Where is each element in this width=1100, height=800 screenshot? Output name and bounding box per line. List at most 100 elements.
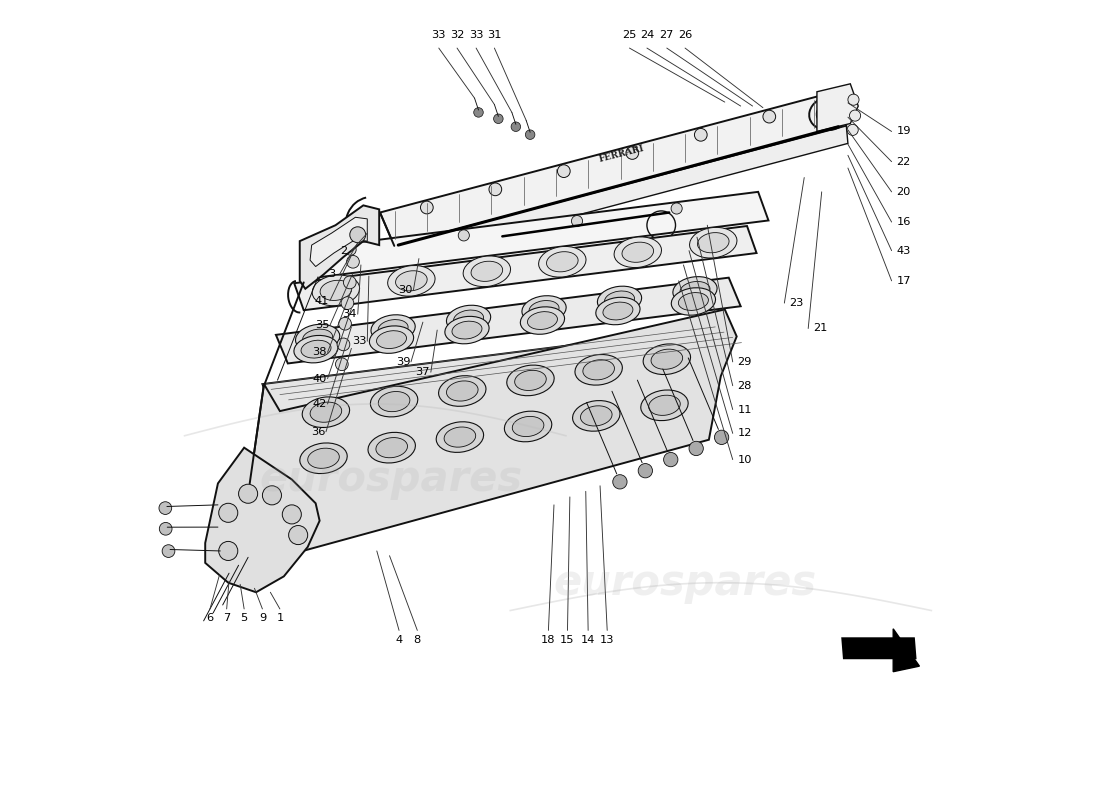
Polygon shape	[893, 629, 920, 672]
Circle shape	[494, 114, 503, 123]
Ellipse shape	[605, 291, 635, 309]
Circle shape	[219, 542, 238, 561]
Text: 20: 20	[896, 187, 911, 197]
Ellipse shape	[310, 402, 342, 422]
Ellipse shape	[376, 438, 407, 458]
Text: 33: 33	[469, 30, 483, 39]
Text: 9: 9	[258, 614, 266, 623]
Ellipse shape	[302, 329, 332, 347]
Circle shape	[459, 230, 470, 241]
Ellipse shape	[505, 411, 552, 442]
Ellipse shape	[596, 298, 640, 325]
Circle shape	[420, 201, 433, 214]
Ellipse shape	[371, 386, 418, 417]
Text: 25: 25	[623, 30, 637, 39]
Text: 42: 42	[312, 399, 327, 409]
Ellipse shape	[301, 340, 331, 358]
Ellipse shape	[513, 417, 543, 437]
Text: 1: 1	[276, 614, 284, 623]
Text: 37: 37	[416, 367, 430, 377]
Ellipse shape	[547, 252, 579, 272]
Polygon shape	[263, 327, 726, 413]
Circle shape	[337, 338, 350, 350]
Circle shape	[638, 463, 652, 478]
Ellipse shape	[302, 397, 350, 427]
Circle shape	[474, 108, 483, 117]
Text: 43: 43	[896, 246, 911, 256]
Polygon shape	[294, 226, 757, 310]
Ellipse shape	[520, 307, 564, 334]
Ellipse shape	[644, 344, 691, 374]
Circle shape	[263, 486, 282, 505]
Ellipse shape	[376, 330, 407, 349]
Ellipse shape	[308, 448, 339, 468]
Circle shape	[490, 183, 502, 196]
Ellipse shape	[515, 370, 547, 390]
Ellipse shape	[444, 316, 490, 344]
Text: 24: 24	[640, 30, 654, 39]
Polygon shape	[206, 448, 320, 592]
Circle shape	[692, 352, 711, 371]
Ellipse shape	[621, 242, 653, 262]
Ellipse shape	[452, 321, 482, 339]
Text: 33: 33	[352, 336, 366, 346]
Ellipse shape	[447, 381, 478, 401]
Text: eurospares: eurospares	[260, 458, 522, 501]
Text: 34: 34	[342, 309, 358, 319]
Text: 5: 5	[241, 614, 248, 623]
Ellipse shape	[680, 282, 710, 299]
Text: 23: 23	[789, 298, 803, 308]
Ellipse shape	[507, 365, 554, 396]
Text: 16: 16	[896, 217, 911, 227]
Circle shape	[160, 502, 172, 514]
Text: 27: 27	[660, 30, 674, 39]
Circle shape	[613, 474, 627, 489]
Ellipse shape	[573, 401, 620, 431]
Text: 35: 35	[315, 320, 329, 330]
Text: 13: 13	[600, 635, 615, 645]
Ellipse shape	[378, 319, 408, 338]
Ellipse shape	[583, 360, 615, 380]
Text: 40: 40	[312, 374, 327, 383]
Ellipse shape	[320, 280, 352, 301]
Circle shape	[763, 110, 776, 123]
Circle shape	[341, 297, 354, 310]
Ellipse shape	[581, 406, 612, 426]
Ellipse shape	[679, 293, 708, 310]
Polygon shape	[843, 638, 915, 658]
Ellipse shape	[453, 310, 484, 328]
Ellipse shape	[294, 335, 338, 363]
Circle shape	[219, 503, 238, 522]
Ellipse shape	[471, 262, 503, 282]
Text: 28: 28	[737, 381, 751, 390]
Circle shape	[343, 276, 356, 289]
Circle shape	[848, 94, 859, 106]
Circle shape	[671, 203, 682, 214]
Text: 22: 22	[896, 157, 911, 166]
Text: 30: 30	[398, 286, 412, 295]
Circle shape	[847, 124, 858, 135]
Ellipse shape	[673, 277, 717, 304]
Text: 31: 31	[487, 30, 502, 39]
Text: 6: 6	[207, 614, 213, 623]
Circle shape	[512, 122, 520, 131]
Ellipse shape	[368, 432, 416, 463]
Text: FERRARI: FERRARI	[597, 144, 646, 164]
Text: 33: 33	[431, 30, 446, 39]
Text: 4: 4	[396, 635, 403, 645]
Polygon shape	[817, 84, 858, 131]
Ellipse shape	[521, 296, 566, 323]
Ellipse shape	[603, 302, 632, 320]
Text: 3: 3	[328, 270, 336, 279]
Text: 38: 38	[312, 347, 327, 358]
Circle shape	[558, 165, 570, 178]
Ellipse shape	[312, 275, 360, 306]
Circle shape	[160, 522, 172, 535]
Circle shape	[526, 130, 535, 139]
Circle shape	[715, 430, 728, 445]
Circle shape	[350, 227, 365, 242]
Text: 15: 15	[560, 635, 574, 645]
Circle shape	[849, 110, 860, 121]
Ellipse shape	[575, 354, 623, 385]
Text: 26: 26	[678, 30, 692, 39]
